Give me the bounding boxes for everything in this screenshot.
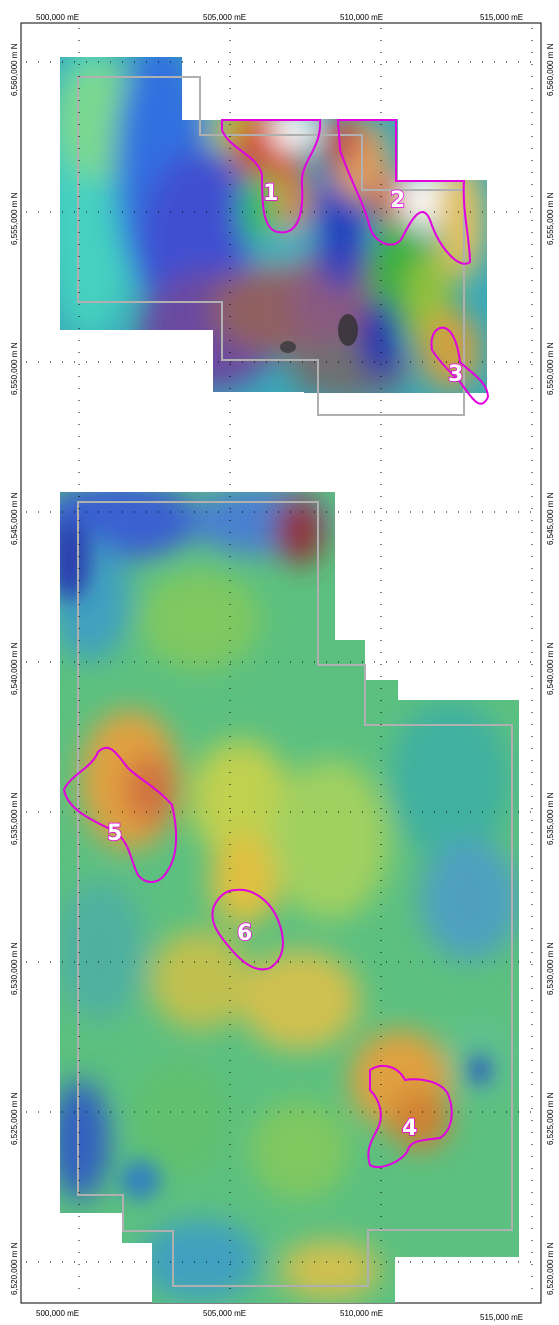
southern-survey-grid (60, 492, 519, 1303)
easting-top-label: 510,000 mE (340, 13, 383, 22)
easting-bottom-label: 515,000 mE (480, 1313, 523, 1322)
southern-tenement-boundary (77, 501, 513, 1287)
northern-tenement-boundary (77, 76, 465, 416)
northing-left-label: 6,525,000 m N (10, 1092, 19, 1145)
target-1-label: 1 (263, 181, 278, 206)
easting-top-label: 515,000 mE (480, 13, 523, 22)
northing-right-label: 6,555,000 m N (546, 192, 555, 245)
target-2-label: 2 (390, 188, 405, 213)
northing-right-label: 6,560,000 m N (546, 43, 555, 96)
target-2-outline[interactable] (336, 119, 472, 265)
northing-left-label: 6,550,000 m N (10, 342, 19, 395)
northing-left-label: 6,540,000 m N (10, 642, 19, 695)
target-6-outline[interactable] (211, 888, 284, 971)
northing-right-label: 6,550,000 m N (546, 342, 555, 395)
northing-left-label: 6,545,000 m N (10, 492, 19, 545)
easting-bottom-label: 510,000 mE (340, 1309, 383, 1318)
target-4-outline[interactable] (367, 1064, 453, 1169)
northing-right-label: 6,530,000 m N (546, 942, 555, 995)
easting-top-label: 500,000 mE (36, 13, 79, 22)
northing-right-label: 6,535,000 m N (546, 792, 555, 845)
easting-bottom-label: 500,000 mE (36, 1309, 79, 1318)
northing-right-label: 6,545,000 m N (546, 492, 555, 545)
target-3-outline[interactable] (430, 326, 490, 405)
target-4-label: 4 (402, 1116, 417, 1141)
coordinate-grid (26, 28, 540, 1300)
northing-left-label: 6,535,000 m N (10, 792, 19, 845)
target-6-label: 6 (237, 921, 252, 946)
easting-bottom-label: 505,000 mE (203, 1309, 246, 1318)
easting-top-label: 505,000 mE (203, 13, 246, 22)
northing-left-label: 6,530,000 m N (10, 942, 19, 995)
northing-right-label: 6,525,000 m N (546, 1092, 555, 1145)
northing-right-label: 6,540,000 m N (546, 642, 555, 695)
northing-left-label: 6,520,000 m N (10, 1242, 19, 1295)
northing-left-label: 6,560,000 m N (10, 43, 19, 96)
target-5-label: 5 (107, 821, 122, 846)
target-5-outline[interactable] (62, 746, 178, 883)
target-1-outline[interactable] (221, 119, 322, 234)
target-3-label: 3 (448, 362, 463, 387)
northing-right-label: 6,520,000 m N (546, 1242, 555, 1295)
northing-left-label: 6,555,000 m N (10, 192, 19, 245)
